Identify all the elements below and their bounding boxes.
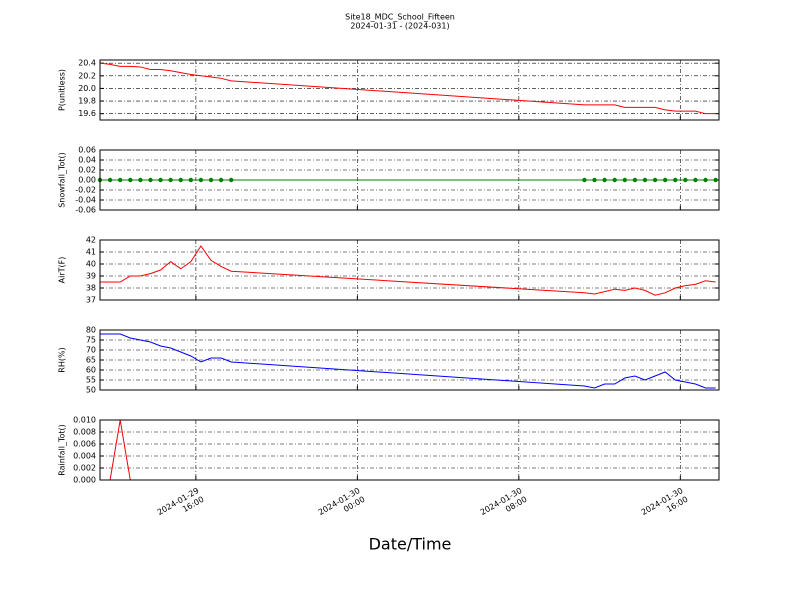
- y-tick-label: 0.006: [73, 440, 96, 449]
- data-point: [138, 177, 143, 183]
- data-point: [208, 177, 214, 183]
- y-tick-label: 60: [86, 366, 96, 375]
- plot-frame: [99, 329, 720, 391]
- y-axis-label: AirT(F): [58, 257, 67, 284]
- data-point: [229, 177, 234, 183]
- y-tick-label: 0.000: [73, 476, 96, 485]
- data-point: [168, 177, 173, 183]
- y-tick-label: 39: [86, 272, 96, 281]
- y-axis-label: Rainfall_Tot(): [58, 424, 67, 476]
- y-tick-label: 80: [86, 326, 96, 335]
- data-point: [662, 177, 668, 183]
- y-tick-label: -0.04: [75, 196, 96, 205]
- data-point: [198, 177, 204, 183]
- data-point: [148, 177, 153, 183]
- series-line: [100, 420, 716, 480]
- series-line: [100, 62, 716, 115]
- y-tick-label: 38: [86, 284, 96, 293]
- data-point: [703, 177, 708, 183]
- y-tick-label: 40: [86, 260, 96, 269]
- data-point: [178, 177, 183, 183]
- y-tick-label: 0.004: [73, 452, 96, 461]
- data-point: [642, 177, 648, 183]
- y-tick-label: 55: [86, 376, 96, 385]
- y-tick-label: 19.8: [78, 97, 96, 106]
- y-tick-label: 0.02: [78, 166, 96, 175]
- y-tick-label: 0.06: [78, 146, 96, 155]
- data-point: [652, 177, 658, 183]
- plot-frame: [99, 59, 720, 121]
- y-tick-label: 65: [86, 356, 96, 365]
- chart-title: Site18_MDC_School_Fifteen: [345, 13, 455, 22]
- data-point: [582, 177, 587, 183]
- y-tick-label: 37: [86, 296, 96, 305]
- data-point: [117, 177, 123, 183]
- data-point: [128, 177, 133, 183]
- y-tick-label: 0.008: [73, 428, 96, 437]
- series-line: [100, 245, 716, 296]
- y-tick-label: 0.00: [78, 176, 96, 185]
- y-tick-label: 0.010: [73, 416, 96, 425]
- y-tick-label: 50: [86, 386, 96, 395]
- y-axis-label: P(unitless): [58, 69, 67, 111]
- y-tick-label: 19.6: [78, 109, 96, 118]
- x-axis-label: Date/Time: [369, 535, 452, 554]
- y-axis-label: RH(%): [58, 347, 67, 372]
- data-point: [683, 177, 688, 183]
- data-point: [218, 177, 224, 183]
- y-tick-label: 20.4: [78, 59, 96, 68]
- data-point: [673, 177, 678, 183]
- data-point: [158, 177, 163, 183]
- data-point: [632, 177, 638, 183]
- data-point: [612, 177, 617, 183]
- y-tick-label: -0.02: [75, 186, 96, 195]
- y-tick-label: 75: [86, 336, 96, 345]
- data-point: [713, 177, 718, 183]
- data-point: [188, 177, 194, 183]
- y-tick-label: 20.0: [78, 84, 96, 93]
- plot-frame: [99, 419, 720, 481]
- y-axis-label: Snowfall_Tot(): [58, 152, 67, 208]
- data-point: [107, 177, 113, 183]
- data-point: [592, 177, 597, 183]
- y-tick-label: 70: [86, 346, 96, 355]
- data-point: [693, 177, 698, 183]
- chart-subtitle: 2024-01-31 - (2024-031): [350, 22, 449, 31]
- y-tick-label: 20.2: [78, 71, 96, 80]
- y-tick-label: -0.06: [75, 206, 96, 215]
- data-point: [602, 177, 607, 183]
- y-tick-label: 41: [86, 248, 96, 257]
- y-tick-label: 0.002: [73, 464, 96, 473]
- y-tick-label: 0.04: [78, 156, 96, 165]
- series-line: [100, 333, 716, 389]
- plot-frame: [99, 149, 720, 211]
- data-point: [622, 177, 628, 183]
- plot-frame: [99, 239, 720, 301]
- y-tick-label: 42: [86, 236, 96, 245]
